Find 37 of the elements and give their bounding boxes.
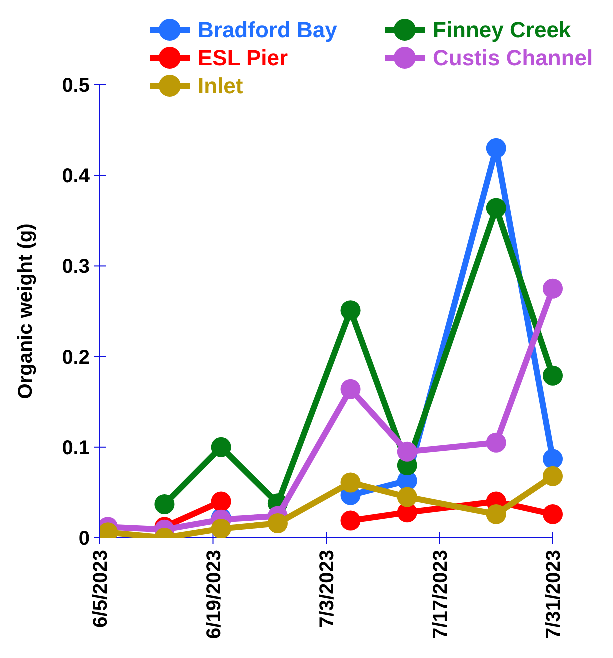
point: [397, 442, 418, 462]
x-tick-label: 6/19/2023: [203, 550, 226, 639]
point: [543, 278, 563, 299]
point: [154, 494, 175, 514]
x-tick-label: 7/3/2023: [316, 550, 338, 628]
x-tick-label: 6/5/2023: [90, 550, 112, 628]
point: [340, 379, 361, 400]
point: [543, 466, 563, 486]
x-tick-label: 7/31/2023: [543, 550, 565, 639]
point: [486, 138, 506, 158]
point: [486, 198, 506, 218]
y-tick-label: 0.1: [62, 437, 90, 460]
y-tick-label: 0: [78, 528, 90, 550]
point: [211, 492, 232, 512]
point: [211, 518, 232, 538]
point: [486, 432, 506, 453]
point: [397, 487, 418, 508]
point: [211, 437, 232, 458]
point: [543, 449, 563, 470]
y-axis-title: Organic weight (g): [15, 224, 37, 400]
point: [340, 510, 361, 531]
legend-label: Custis Channel: [433, 46, 594, 71]
legend-label: Finney Creek: [433, 18, 572, 43]
point: [543, 504, 563, 524]
y-tick-label: 0.2: [62, 346, 90, 369]
point: [268, 514, 288, 534]
point: [486, 504, 506, 524]
y-tick-label: 0.4: [62, 166, 91, 188]
y-tick-label: 0.3: [62, 256, 90, 278]
y-tick-label: 0.5: [62, 75, 90, 97]
point: [340, 472, 361, 493]
point: [543, 366, 563, 386]
point: [340, 300, 361, 321]
legend-label: Bradford Bay: [198, 18, 338, 43]
x-tick-label: 7/17/2023: [430, 550, 452, 639]
legend-label: Inlet: [198, 74, 244, 99]
legend-label: ESL Pier: [198, 46, 289, 71]
